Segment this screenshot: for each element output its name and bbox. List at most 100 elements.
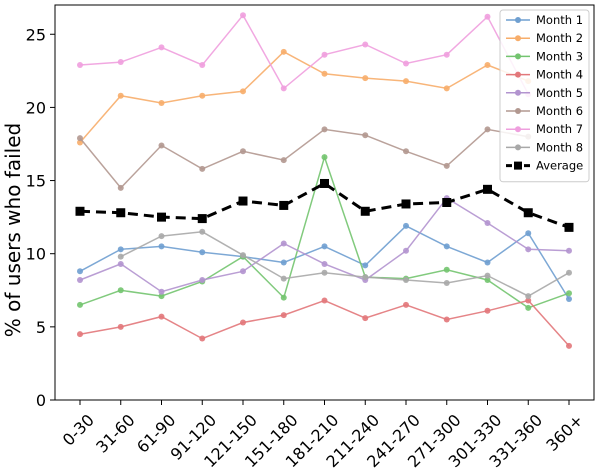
data-point bbox=[525, 304, 532, 311]
data-point bbox=[401, 199, 411, 209]
data-point bbox=[240, 148, 246, 155]
x-tick-label: 31-60 bbox=[92, 410, 138, 456]
data-point bbox=[321, 51, 328, 58]
data-point bbox=[238, 196, 248, 206]
data-point bbox=[403, 301, 409, 308]
data-point bbox=[484, 307, 491, 314]
data-point bbox=[117, 92, 124, 99]
data-point bbox=[362, 262, 369, 269]
series-average bbox=[75, 178, 574, 232]
data-point bbox=[117, 260, 124, 267]
data-point bbox=[321, 297, 328, 304]
legend-swatch-marker bbox=[515, 126, 521, 133]
data-point bbox=[117, 323, 124, 330]
legend-label: Month 7 bbox=[536, 122, 583, 136]
data-point bbox=[484, 61, 491, 68]
data-point bbox=[157, 212, 166, 222]
data-point bbox=[280, 85, 287, 92]
data-point bbox=[240, 88, 246, 95]
data-point bbox=[117, 59, 124, 66]
data-point bbox=[566, 247, 572, 254]
legend-swatch-marker bbox=[515, 53, 521, 60]
series-month-2 bbox=[77, 48, 532, 146]
data-point bbox=[566, 290, 572, 297]
series-month-3 bbox=[77, 154, 572, 311]
legend-item: Month 7 bbox=[506, 122, 583, 136]
legend-label: Month 3 bbox=[536, 49, 583, 63]
data-point bbox=[362, 274, 369, 281]
legend-label: Month 1 bbox=[536, 13, 583, 27]
series-month-7 bbox=[77, 12, 532, 98]
y-tick-label: 5 bbox=[36, 318, 46, 337]
legend-swatch-marker bbox=[515, 17, 521, 23]
data-point bbox=[403, 148, 409, 155]
data-point bbox=[483, 184, 492, 194]
series-month-6 bbox=[77, 126, 532, 191]
legend: Month 1 Month 2 Month 3 Month 4 Month 5 Month… bbox=[499, 9, 590, 183]
y-tick-label: 10 bbox=[26, 245, 46, 264]
legend-label: Month 4 bbox=[536, 68, 583, 82]
data-point bbox=[321, 126, 328, 133]
legend-item: Month 3 bbox=[506, 49, 583, 63]
legend-item: Month 5 bbox=[506, 86, 583, 100]
legend-swatch-marker bbox=[514, 161, 522, 170]
series-line bbox=[79, 128, 529, 190]
series-line bbox=[120, 231, 570, 297]
data-point bbox=[197, 214, 207, 224]
data-point bbox=[240, 252, 246, 259]
data-point bbox=[158, 288, 165, 295]
data-point bbox=[240, 12, 246, 19]
data-point bbox=[360, 206, 370, 216]
data-point bbox=[77, 268, 83, 275]
legend-swatch-marker bbox=[515, 35, 521, 42]
data-point bbox=[443, 162, 450, 169]
data-point bbox=[199, 277, 206, 284]
data-point bbox=[525, 293, 532, 300]
data-point bbox=[77, 277, 83, 284]
legend-item: Month 6 bbox=[506, 104, 583, 118]
data-point bbox=[199, 92, 206, 99]
y-tick-label: 20 bbox=[26, 98, 46, 117]
data-point bbox=[77, 301, 83, 308]
data-point bbox=[443, 85, 450, 92]
data-point bbox=[117, 253, 124, 260]
series-month-4 bbox=[77, 297, 572, 349]
y-axis-title: % of users who failed bbox=[1, 123, 25, 337]
data-point bbox=[362, 132, 369, 139]
data-point bbox=[403, 60, 409, 67]
legend-item: Month 2 bbox=[506, 31, 583, 45]
x-tick-label: 360+ bbox=[542, 410, 587, 455]
data-point bbox=[403, 247, 409, 254]
data-point bbox=[117, 184, 124, 191]
legend-item: Month 8 bbox=[506, 140, 583, 154]
data-point bbox=[158, 233, 165, 240]
data-point bbox=[158, 100, 165, 107]
series-line bbox=[79, 50, 529, 143]
data-point bbox=[523, 208, 533, 218]
data-point bbox=[484, 259, 491, 266]
series-line bbox=[79, 181, 570, 229]
legend-swatch-marker bbox=[515, 144, 521, 151]
data-point bbox=[240, 319, 246, 326]
data-point bbox=[564, 222, 574, 232]
legend-label: Month 5 bbox=[536, 86, 583, 100]
legend-swatch-marker bbox=[515, 89, 521, 96]
data-point bbox=[525, 230, 532, 237]
y-tick-label: 15 bbox=[26, 172, 46, 191]
legend-label: Average bbox=[536, 159, 583, 173]
data-point bbox=[199, 228, 206, 235]
data-point bbox=[321, 243, 328, 250]
data-point bbox=[280, 275, 287, 282]
y-tick-label: 25 bbox=[26, 25, 46, 44]
data-point bbox=[362, 75, 369, 82]
data-point bbox=[77, 135, 83, 142]
legend-swatch-marker bbox=[515, 71, 521, 78]
data-point bbox=[525, 246, 532, 253]
legend-item: Average bbox=[506, 159, 583, 173]
data-point bbox=[280, 294, 287, 301]
data-point bbox=[566, 342, 572, 349]
data-point bbox=[484, 126, 491, 133]
data-point bbox=[199, 61, 206, 68]
data-point bbox=[158, 313, 165, 320]
